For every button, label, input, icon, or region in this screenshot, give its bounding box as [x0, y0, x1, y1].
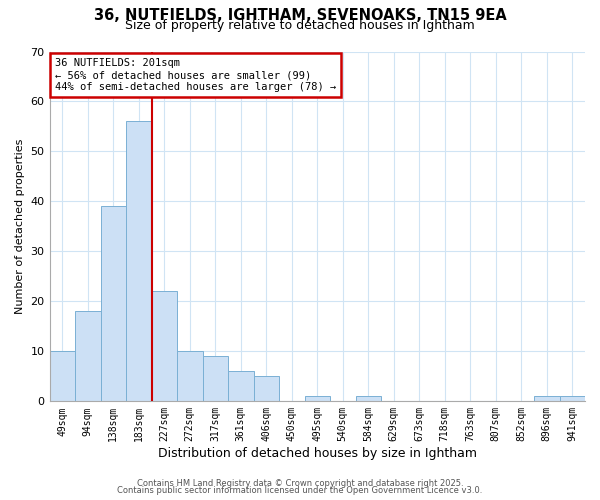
- Bar: [228, 372, 254, 402]
- Bar: [50, 352, 75, 402]
- Bar: [101, 206, 126, 402]
- Text: Contains public sector information licensed under the Open Government Licence v3: Contains public sector information licen…: [118, 486, 482, 495]
- Y-axis label: Number of detached properties: Number of detached properties: [15, 138, 25, 314]
- Bar: [254, 376, 279, 402]
- Bar: [126, 122, 152, 402]
- Bar: [305, 396, 330, 402]
- Bar: [75, 312, 101, 402]
- Bar: [203, 356, 228, 402]
- Text: 36, NUTFIELDS, IGHTHAM, SEVENOAKS, TN15 9EA: 36, NUTFIELDS, IGHTHAM, SEVENOAKS, TN15 …: [94, 8, 506, 22]
- Bar: [534, 396, 560, 402]
- Bar: [356, 396, 381, 402]
- Text: Contains HM Land Registry data © Crown copyright and database right 2025.: Contains HM Land Registry data © Crown c…: [137, 478, 463, 488]
- Bar: [152, 292, 177, 402]
- Text: Size of property relative to detached houses in Ightham: Size of property relative to detached ho…: [125, 19, 475, 32]
- X-axis label: Distribution of detached houses by size in Ightham: Distribution of detached houses by size …: [158, 447, 477, 460]
- Bar: [560, 396, 585, 402]
- Bar: [177, 352, 203, 402]
- Text: 36 NUTFIELDS: 201sqm
← 56% of detached houses are smaller (99)
44% of semi-detac: 36 NUTFIELDS: 201sqm ← 56% of detached h…: [55, 58, 336, 92]
